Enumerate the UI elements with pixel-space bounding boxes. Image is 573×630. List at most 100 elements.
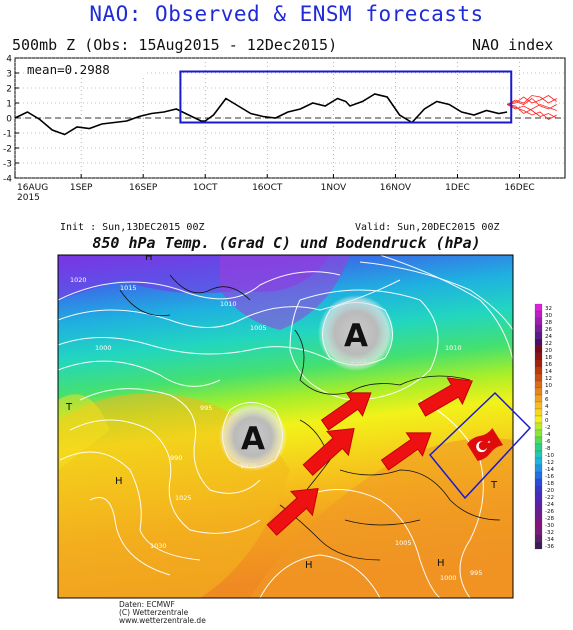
pressure-value-label: 1005 xyxy=(250,324,267,332)
map-init-label: Init : Sun,13DEC2015 00Z xyxy=(60,222,205,233)
color-scale-swatch xyxy=(534,387,543,396)
y-tick-label: 3 xyxy=(6,70,12,80)
color-scale-label: 8 xyxy=(545,390,549,396)
color-scale-swatch xyxy=(534,422,543,431)
pressure-value-label: 1015 xyxy=(120,284,137,292)
color-scale-label: -18 xyxy=(545,481,554,487)
color-scale-label: 6 xyxy=(545,397,549,403)
color-scale-label: -32 xyxy=(545,530,554,536)
color-scale-swatch xyxy=(534,415,543,424)
pressure-value-label: 1010 xyxy=(220,300,237,308)
y-tick-label: 1 xyxy=(6,100,12,110)
credits-line-1: Daten: ECMWF xyxy=(119,600,175,609)
ensemble-member-line xyxy=(506,95,557,105)
ensemble-member-line xyxy=(506,104,557,119)
color-scale-swatch xyxy=(534,471,543,480)
turkey-highlight-box xyxy=(428,391,532,500)
color-scale-swatch xyxy=(534,373,543,382)
anticyclone-scandinavia: A xyxy=(318,295,394,371)
turkey-flag-icon xyxy=(467,428,504,461)
y-tick-label: 0 xyxy=(6,115,12,125)
credits-line-3: www.wetterzentrale.de xyxy=(119,616,206,625)
warm-air-arrow-1 xyxy=(266,487,319,536)
color-scale-label: -6 xyxy=(545,439,551,445)
map-field: 1020101510101005100099599010251030103510… xyxy=(58,252,513,598)
color-scale-label: 4 xyxy=(545,404,549,410)
color-scale-label: 28 xyxy=(545,320,552,326)
y-tick-label: -1 xyxy=(3,130,12,140)
map-title: 850 hPa Temp. (Grad C) und Bodendruck (h… xyxy=(92,234,481,252)
color-scale-swatch xyxy=(534,359,543,368)
pressure-value-label: 1000 xyxy=(440,574,457,582)
isobar-line xyxy=(79,388,261,494)
high-pressure-symbol: H xyxy=(145,252,153,263)
anticyclone-atlantic: A xyxy=(219,403,287,471)
color-scale-label: -34 xyxy=(545,537,554,543)
mean-label: mean=0.2988 xyxy=(27,62,110,77)
pressure-value-label: 1020 xyxy=(70,276,87,284)
pressure-value-label: 1025 xyxy=(175,494,192,502)
color-scale-swatch xyxy=(534,380,543,389)
y-tick-label: -3 xyxy=(3,160,12,170)
warm-air-arrow-2 xyxy=(302,427,355,476)
y-tick-label: 4 xyxy=(6,55,12,65)
high-pressure-symbol: H xyxy=(115,476,123,487)
color-scale-swatch xyxy=(534,401,543,410)
color-scale-swatch xyxy=(534,464,543,473)
color-scale-label: -14 xyxy=(545,467,554,473)
color-scale-label: -28 xyxy=(545,516,554,522)
highlight-box xyxy=(179,70,513,124)
color-scale-swatch xyxy=(534,303,543,312)
color-scale-swatch xyxy=(534,478,543,487)
isobar-line xyxy=(58,271,341,301)
pressure-value-label: 1030 xyxy=(150,542,167,550)
color-scale-swatch xyxy=(534,338,543,347)
color-scale-label: -36 xyxy=(545,544,554,550)
isobar-line xyxy=(259,554,381,598)
color-scale-swatch xyxy=(534,527,543,536)
x-tick-label: 1OCT xyxy=(193,183,218,193)
mean-label-bg xyxy=(24,61,144,77)
color-scale-label: -10 xyxy=(545,453,554,459)
x-tick-label: 1DEC xyxy=(445,183,470,193)
ensemble-member-line xyxy=(506,97,557,110)
color-scale-swatch xyxy=(534,492,543,501)
isobar-line xyxy=(289,289,439,401)
color-scale-swatch xyxy=(534,443,543,452)
temperature-color-scale: 32302826242220181614121086420-2-4-6-8-10… xyxy=(534,303,554,550)
observed-nao-line xyxy=(14,93,508,136)
anticyclone-label-1: A xyxy=(241,421,265,457)
x-tick-label: 16AUG xyxy=(17,183,48,193)
page-title: NAO: Observed & ENSM forecasts xyxy=(89,2,484,26)
map-frame xyxy=(57,254,514,599)
ensemble-member-line xyxy=(506,104,557,120)
credits: Daten: ECMWF (C) Wetterzentrale www.wett… xyxy=(119,601,206,625)
color-scale-label: 12 xyxy=(545,376,552,382)
color-scale-label: -22 xyxy=(545,495,554,501)
color-scale-label: 26 xyxy=(545,327,552,333)
x-tick-label: 1SEP xyxy=(70,183,93,193)
high-pressure-symbol: H xyxy=(305,560,313,571)
color-scale-swatch xyxy=(534,506,543,515)
x-tick-label: 16DEC xyxy=(504,183,534,193)
nao-subtitle: 500mb Z (Obs: 15Aug2015 - 12Dec2015) xyxy=(12,36,338,54)
y-tick-label: 2 xyxy=(6,85,12,95)
pressure-value-label: 990 xyxy=(170,454,182,462)
pressure-value-label: 1005 xyxy=(395,539,412,547)
color-scale-swatch xyxy=(534,331,543,340)
color-scale-label: -30 xyxy=(545,523,554,529)
color-scale-swatch xyxy=(534,513,543,522)
warm-air-arrow-5 xyxy=(417,377,473,417)
warm-air-arrows xyxy=(266,377,473,536)
color-scale-label: 2 xyxy=(545,411,549,417)
color-scale-label: 20 xyxy=(545,348,552,354)
credits-line-2: (C) Wetterzentrale xyxy=(119,608,189,617)
nao-y-ticks: 4 3 2 1 0 -1 -2 -3 -4 xyxy=(3,55,19,185)
color-scale-label: -2 xyxy=(545,425,550,431)
anticyclone-label-2: A xyxy=(344,318,368,354)
color-scale-swatch xyxy=(534,450,543,459)
color-scale-swatch xyxy=(534,429,543,438)
color-scale-label: 10 xyxy=(545,383,552,389)
